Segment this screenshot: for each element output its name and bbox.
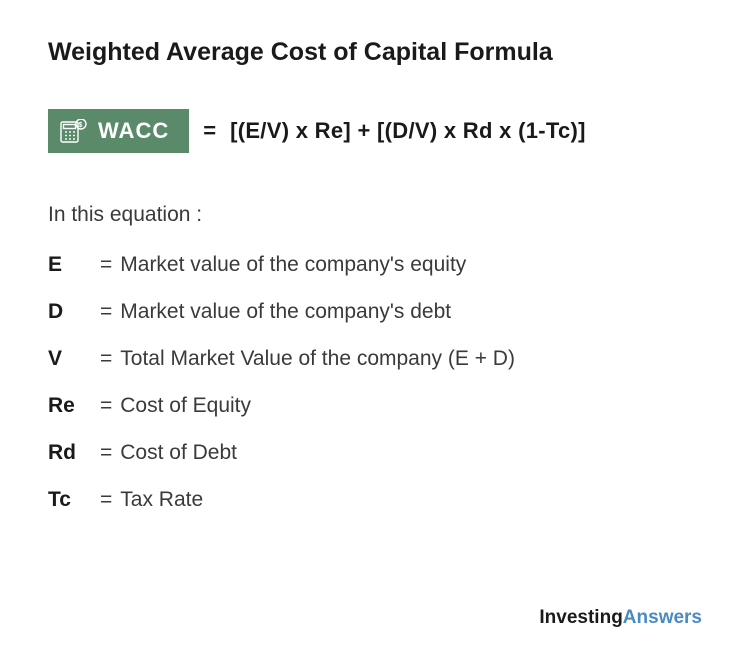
definition-description: Total Market Value of the company (E + D… (120, 347, 515, 371)
definition-row: D = Market value of the company's debt (48, 300, 702, 324)
wacc-badge-label: WACC (98, 118, 169, 144)
definition-equals: = (100, 394, 112, 418)
definition-symbol: Re (48, 394, 100, 418)
definition-row: Tc = Tax Rate (48, 488, 702, 512)
definition-equals: = (100, 441, 112, 465)
definition-equals: = (100, 347, 112, 371)
definition-equals: = (100, 300, 112, 324)
definition-row: V = Total Market Value of the company (E… (48, 347, 702, 371)
definition-row: Re = Cost of Equity (48, 394, 702, 418)
definition-description: Cost of Equity (120, 394, 251, 418)
page-title: Weighted Average Cost of Capital Formula (48, 38, 702, 67)
logo-part2: Answers (623, 607, 702, 628)
definition-description: Market value of the company's equity (120, 253, 466, 277)
logo-part1: Investing (539, 607, 622, 628)
definition-equals: = (100, 253, 112, 277)
wacc-badge: $ WACC (48, 109, 189, 153)
definition-symbol: V (48, 347, 100, 371)
definition-description: Market value of the company's debt (120, 300, 451, 324)
definition-row: E = Market value of the company's equity (48, 253, 702, 277)
svg-text:$: $ (79, 122, 84, 129)
definitions-list: E = Market value of the company's equity… (48, 253, 702, 512)
brand-logo: InvestingAnswers (539, 607, 702, 629)
definition-row: Rd = Cost of Debt (48, 441, 702, 465)
definition-symbol: Rd (48, 441, 100, 465)
formula-row: $ WACC = [(E/V) x Re] + [(D/V) x Rd x (1… (48, 109, 702, 153)
definition-description: Cost of Debt (120, 441, 237, 465)
definition-symbol: D (48, 300, 100, 324)
formula-equals: = (203, 118, 216, 144)
calculator-icon: $ (60, 119, 88, 143)
formula-expression: [(E/V) x Re] + [(D/V) x Rd x (1-Tc)] (230, 118, 586, 144)
definition-symbol: E (48, 253, 100, 277)
definition-symbol: Tc (48, 488, 100, 512)
definition-equals: = (100, 488, 112, 512)
equation-label: In this equation : (48, 203, 702, 227)
definition-description: Tax Rate (120, 488, 203, 512)
